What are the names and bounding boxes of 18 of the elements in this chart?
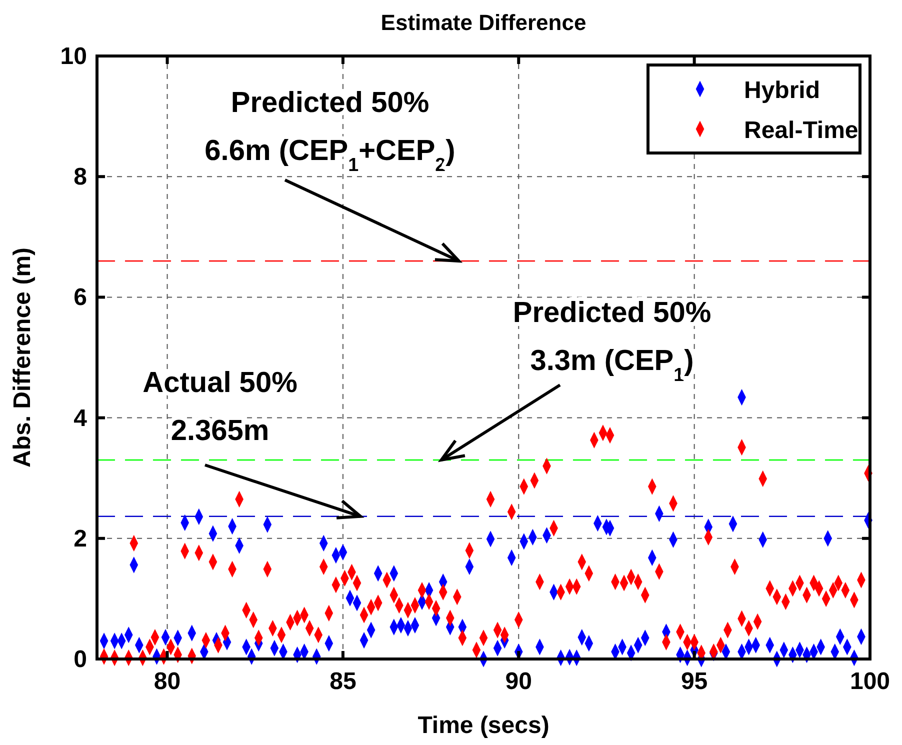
y-tick-label: 6 (74, 284, 87, 312)
legend-label: Real-Time (744, 117, 858, 144)
x-tick-label: 100 (850, 668, 890, 695)
y-tick-label: 4 (74, 404, 88, 432)
annotation: Predicted 50% 3.3m (CEP$_{1}$) (512, 297, 712, 384)
legend-label: Hybrid (744, 77, 820, 104)
y-tick-label: 2 (74, 525, 87, 552)
y-axis-title: Abs. Difference (m) (9, 247, 36, 468)
y-tick-label: 8 (74, 164, 87, 191)
x-tick-label: 95 (680, 668, 708, 695)
x-axis-title: Time (secs) (418, 712, 550, 739)
y-tick-label: 0 (74, 646, 87, 673)
x-tick-label: 90 (505, 668, 532, 695)
annotation: Actual 50% 2.365m (142, 367, 298, 447)
y-tick-label: 10 (60, 43, 87, 70)
x-tick-label: 80 (154, 668, 181, 695)
chart-title: Estimate Difference (380, 10, 586, 35)
x-tick-label: 85 (330, 668, 356, 695)
